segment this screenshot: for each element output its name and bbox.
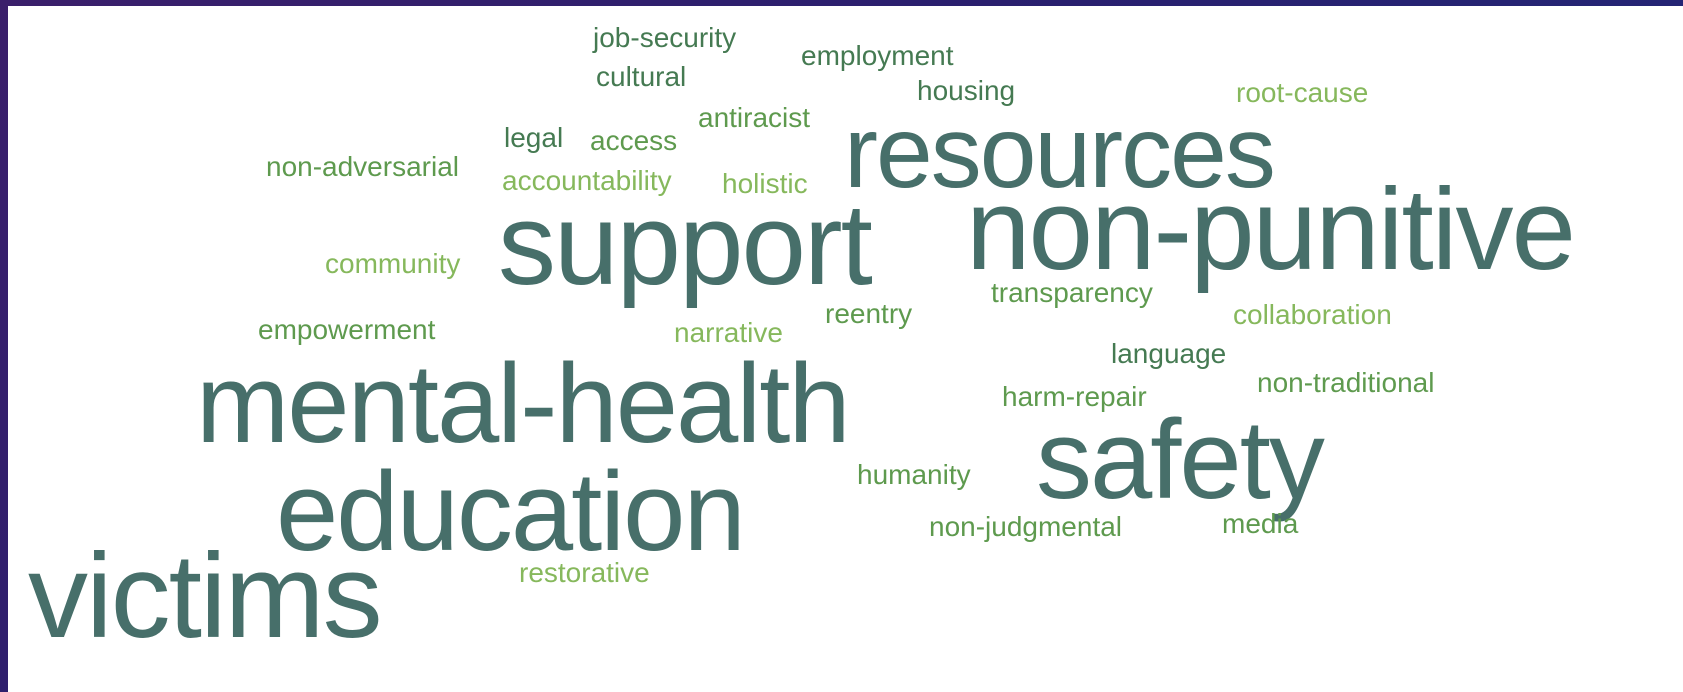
word-reentry: reentry xyxy=(825,300,912,328)
word-cloud: victims non-punitive support mental-heal… xyxy=(8,6,1683,692)
word-language: language xyxy=(1111,340,1226,368)
word-accountability: accountability xyxy=(502,167,672,195)
word-support: support xyxy=(498,186,871,302)
word-narrative: narrative xyxy=(674,319,783,347)
word-mental-health: mental-health xyxy=(196,348,849,460)
word-education: education xyxy=(276,456,744,568)
word-non-traditional: non-traditional xyxy=(1257,369,1434,397)
word-collaboration: collaboration xyxy=(1233,301,1392,329)
word-non-judgmental: non-judgmental xyxy=(929,513,1122,541)
word-empowerment: empowerment xyxy=(258,316,435,344)
word-transparency: transparency xyxy=(991,279,1153,307)
word-cultural: cultural xyxy=(596,63,686,91)
word-safety: safety xyxy=(1036,404,1323,516)
word-restorative: restorative xyxy=(519,559,650,587)
word-access: access xyxy=(590,127,677,155)
word-humanity: humanity xyxy=(857,461,971,489)
word-media: media xyxy=(1222,510,1298,538)
word-legal: legal xyxy=(504,124,563,152)
word-root-cause: root-cause xyxy=(1236,79,1368,107)
word-holistic: holistic xyxy=(722,170,808,198)
word-non-adversarial: non-adversarial xyxy=(266,153,459,181)
word-resources: resources xyxy=(844,101,1274,203)
word-employment: employment xyxy=(801,42,954,70)
word-antiracist: antiracist xyxy=(698,104,810,132)
word-harm-repair: harm-repair xyxy=(1002,383,1147,411)
word-community: community xyxy=(325,250,460,278)
word-housing: housing xyxy=(917,77,1015,105)
word-job-security: job-security xyxy=(593,24,736,52)
